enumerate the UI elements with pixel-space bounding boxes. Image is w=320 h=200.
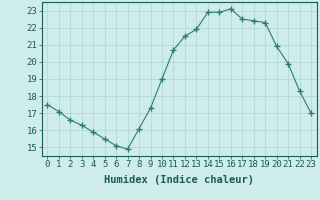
X-axis label: Humidex (Indice chaleur): Humidex (Indice chaleur) [104,175,254,185]
